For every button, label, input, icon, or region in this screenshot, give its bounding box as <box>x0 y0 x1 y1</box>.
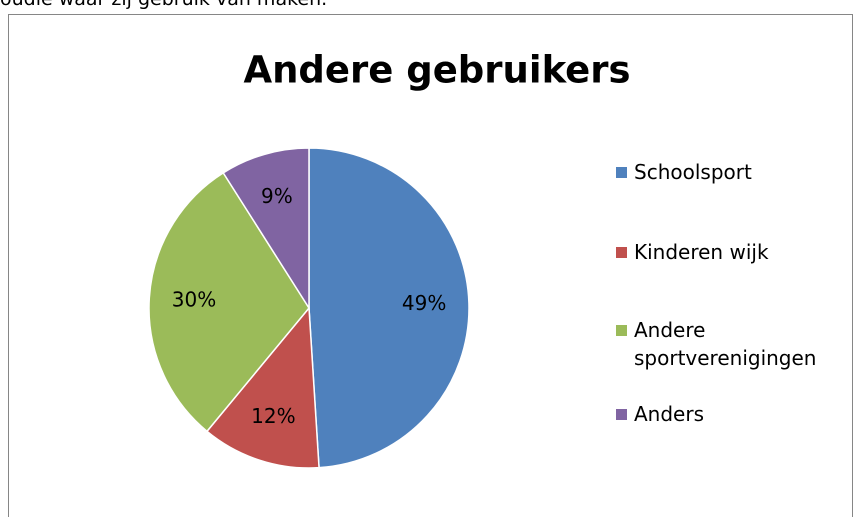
caption: oudie waar zij gebruik van maken. <box>0 0 327 10</box>
chart-title: Andere gebruikers <box>243 49 630 92</box>
legend-swatch <box>616 167 627 178</box>
data-label: 30% <box>172 287 216 311</box>
legend-label: Schoolsport <box>634 160 752 184</box>
pie-slice <box>205 306 320 469</box>
legend-item: Kinderen wijk <box>614 238 844 266</box>
legend-item: Anders <box>614 400 844 428</box>
pie-slice <box>222 147 310 311</box>
data-label: 49% <box>402 291 446 315</box>
legend-swatch <box>616 325 627 336</box>
chart-frame <box>8 14 853 517</box>
legend-swatch <box>616 247 627 258</box>
data-label: 9% <box>261 184 293 208</box>
legend-item: Schoolsport <box>614 158 844 186</box>
legend-label: Kinderen wijk <box>634 240 769 264</box>
legend-swatch <box>616 409 627 420</box>
pie-slice <box>148 171 310 433</box>
legend-label: Andere sportverenigingen <box>634 318 817 370</box>
data-label: 12% <box>251 404 295 428</box>
legend-item: Andere sportverenigingen <box>614 316 844 372</box>
pie-slice <box>308 147 470 469</box>
legend-label: Anders <box>634 402 704 426</box>
